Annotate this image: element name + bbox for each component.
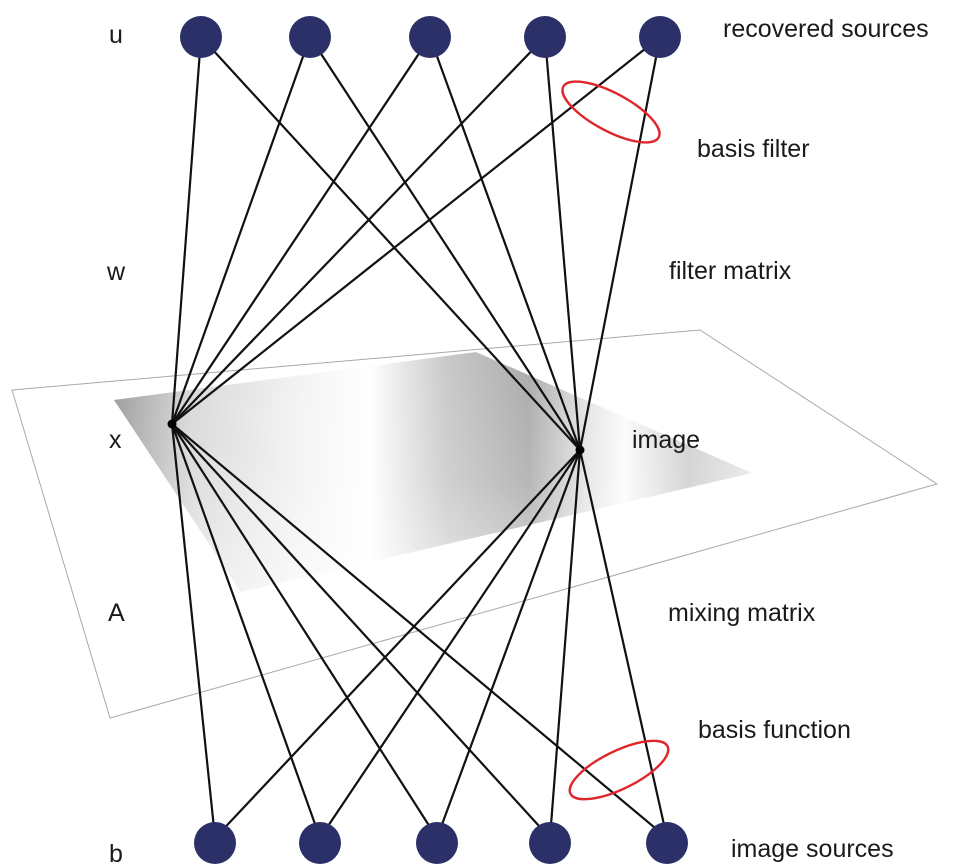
mixing-edge [170,422,439,840]
image-source-node [299,822,341,864]
layer-label-b: b [109,840,123,868]
recovered-sources-label: recovered sources [723,15,929,43]
filter-edge [199,35,582,452]
filter-edge [308,35,582,452]
image-source-node [529,822,571,864]
image-plane [11,329,939,719]
layer-label-A: A [108,599,125,627]
image-label: image [632,426,700,454]
filter-edge [543,35,582,452]
recovered-source-node [180,16,222,58]
basis-function-ellipse [568,739,670,801]
mixing-edge [548,448,582,840]
layer-label-u: u [109,21,123,49]
mixing-edge [170,422,217,840]
mixing-edge [435,448,582,840]
image-source-node [194,822,236,864]
pixel-node [167,419,177,429]
image-sources-label: image sources [731,835,894,863]
filter-edge [170,35,312,426]
filter-edge [170,35,547,426]
image-patch [114,352,752,592]
image-source-node [416,822,458,864]
mixing-matrix-label: mixing matrix [668,599,816,627]
mixing-edge [213,448,582,840]
filter-edges [170,35,662,452]
recovered-source-node [639,16,681,58]
recovered-source-node [409,16,451,58]
pixel-node [575,445,585,455]
recovered-source-node [289,16,331,58]
filter-edge [428,35,582,452]
filter-matrix-label: filter matrix [669,257,792,285]
recovered-source-node [524,16,566,58]
filter-edge [578,35,662,452]
filter-edge [170,35,662,426]
basis-filter-ellipse [561,80,661,144]
filter-edge [170,35,203,426]
layer-label-w: w [106,258,126,286]
basis-filter-label: basis filter [697,135,810,163]
mixing-edge [578,448,669,840]
basis-function-label: basis function [698,716,851,744]
recovered-source-nodes [180,16,681,58]
mixing-edges [170,422,669,840]
mixing-edge [170,422,552,840]
layer-label-x: x [109,426,122,454]
image-source-nodes [194,822,688,864]
mixing-edge [318,448,582,840]
image-source-node [646,822,688,864]
mixing-edge [170,422,322,840]
filter-edge [170,35,432,426]
